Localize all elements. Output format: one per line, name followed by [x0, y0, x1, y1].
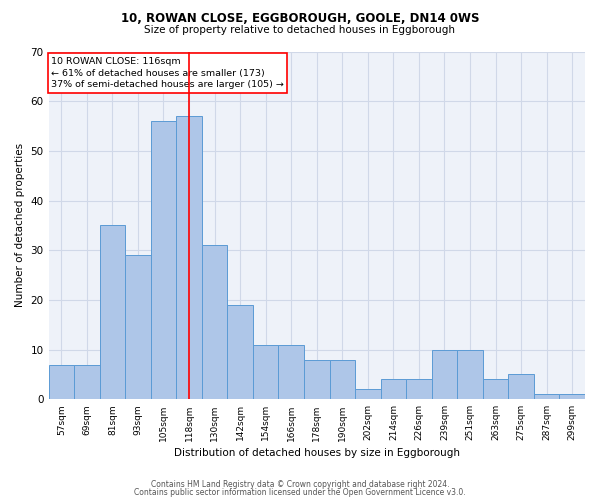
Bar [380, 380, 406, 400]
Bar [176, 116, 202, 400]
Bar [151, 121, 176, 400]
Y-axis label: Number of detached properties: Number of detached properties [15, 144, 25, 308]
Bar [227, 305, 253, 400]
Bar [355, 390, 380, 400]
Bar [483, 380, 508, 400]
Bar [457, 350, 483, 400]
Bar [406, 380, 432, 400]
Bar [304, 360, 329, 400]
Bar [559, 394, 585, 400]
Bar [432, 350, 457, 400]
Bar [253, 344, 278, 400]
Bar [100, 226, 125, 400]
Text: 10, ROWAN CLOSE, EGGBOROUGH, GOOLE, DN14 0WS: 10, ROWAN CLOSE, EGGBOROUGH, GOOLE, DN14… [121, 12, 479, 26]
Text: 10 ROWAN CLOSE: 116sqm
← 61% of detached houses are smaller (173)
37% of semi-de: 10 ROWAN CLOSE: 116sqm ← 61% of detached… [51, 56, 284, 90]
Bar [278, 344, 304, 400]
Bar [534, 394, 559, 400]
X-axis label: Distribution of detached houses by size in Eggborough: Distribution of detached houses by size … [174, 448, 460, 458]
Bar [125, 255, 151, 400]
Text: Contains public sector information licensed under the Open Government Licence v3: Contains public sector information licen… [134, 488, 466, 497]
Bar [508, 374, 534, 400]
Bar [202, 246, 227, 400]
Bar [74, 364, 100, 400]
Text: Size of property relative to detached houses in Eggborough: Size of property relative to detached ho… [145, 25, 455, 35]
Text: Contains HM Land Registry data © Crown copyright and database right 2024.: Contains HM Land Registry data © Crown c… [151, 480, 449, 489]
Bar [49, 364, 74, 400]
Bar [329, 360, 355, 400]
